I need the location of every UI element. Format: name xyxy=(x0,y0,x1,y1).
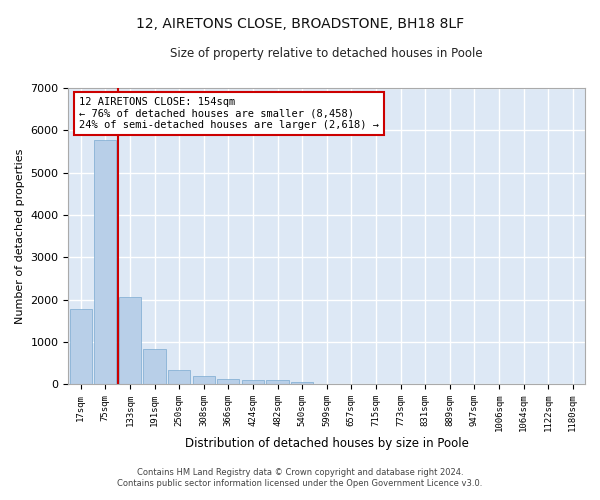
Bar xyxy=(242,380,264,384)
Text: 12 AIRETONS CLOSE: 154sqm
← 76% of detached houses are smaller (8,458)
24% of se: 12 AIRETONS CLOSE: 154sqm ← 76% of detac… xyxy=(79,97,379,130)
Bar xyxy=(291,382,313,384)
Bar xyxy=(119,298,141,384)
X-axis label: Distribution of detached houses by size in Poole: Distribution of detached houses by size … xyxy=(185,437,469,450)
Bar xyxy=(168,370,190,384)
Bar xyxy=(143,350,166,384)
Bar xyxy=(70,309,92,384)
Text: 12, AIRETONS CLOSE, BROADSTONE, BH18 8LF: 12, AIRETONS CLOSE, BROADSTONE, BH18 8LF xyxy=(136,18,464,32)
Bar xyxy=(266,380,289,384)
Bar xyxy=(94,140,116,384)
Y-axis label: Number of detached properties: Number of detached properties xyxy=(15,148,25,324)
Title: Size of property relative to detached houses in Poole: Size of property relative to detached ho… xyxy=(170,48,483,60)
Bar xyxy=(217,379,239,384)
Bar xyxy=(193,376,215,384)
Text: Contains HM Land Registry data © Crown copyright and database right 2024.
Contai: Contains HM Land Registry data © Crown c… xyxy=(118,468,482,487)
